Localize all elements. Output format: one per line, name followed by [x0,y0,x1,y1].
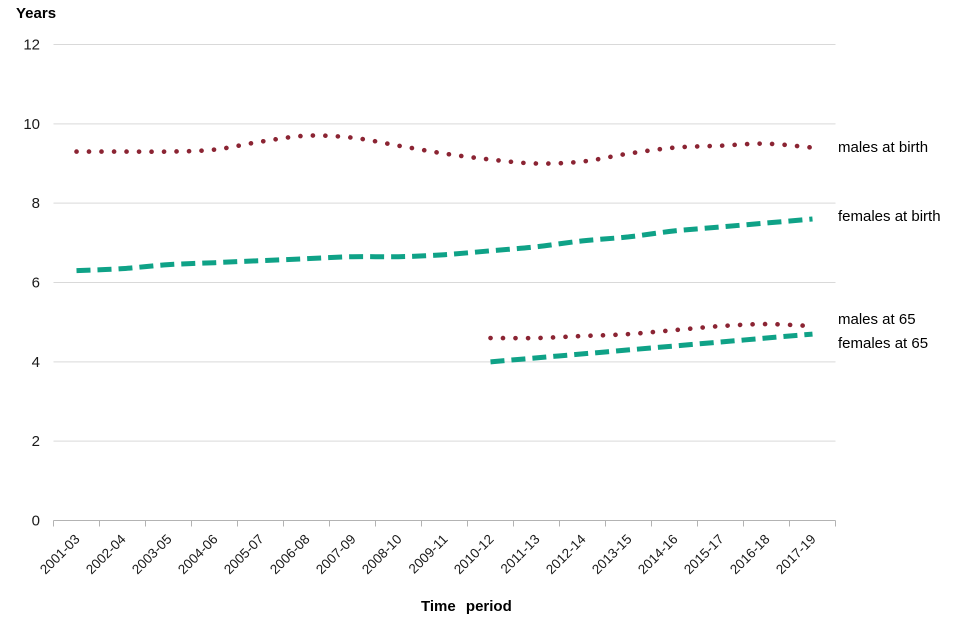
series-label-females-at-65: females at 65 [838,335,928,352]
series-label-males-at-65: males at 65 [838,311,916,328]
y-tick-label: 2 [32,433,40,450]
x-tick-label: 2001-03 [37,532,83,578]
x-tick-label: 2004-06 [175,532,221,578]
x-tick-label: 2013-15 [589,532,635,578]
series-label-males-at-birth: males at birth [838,139,928,156]
series-line-females-at-65 [490,331,813,365]
x-tick-label: 2015-17 [681,532,727,578]
x-axis-title: Time period [421,598,512,615]
series-line-females-at-birth [76,216,813,274]
x-tick-label: 2008-10 [359,532,405,578]
x-tick-label: 2006-08 [267,532,313,578]
y-tick-label: 10 [23,116,40,133]
y-tick-label: 8 [32,195,40,212]
x-tick-label: 2014-16 [635,532,681,578]
x-tick-label: 2016-18 [727,532,773,578]
x-tick-label: 2003-05 [129,532,175,578]
series-label-females-at-birth: females at birth [838,208,941,225]
x-tick-label: 2012-14 [543,531,589,577]
y-tick-label: 6 [32,275,40,292]
x-tick-label: 2017-19 [773,532,819,578]
x-tick-label: 2011-13 [498,532,543,577]
x-tick-label: 2007-09 [313,532,359,578]
y-tick-label: 12 [23,37,40,54]
x-tick-label: 2010-12 [451,532,497,578]
series-line-males-at-65 [488,321,815,341]
x-tick-label: 2009-11 [406,532,451,577]
y-axis-title: Years [16,5,57,22]
x-tick-label: 2002-04 [83,531,129,577]
y-tick-label: 4 [32,354,40,371]
y-tick-label: 0 [32,513,40,530]
x-tick-label: 2005-07 [221,532,267,578]
series-line-males-at-birth [74,133,815,166]
